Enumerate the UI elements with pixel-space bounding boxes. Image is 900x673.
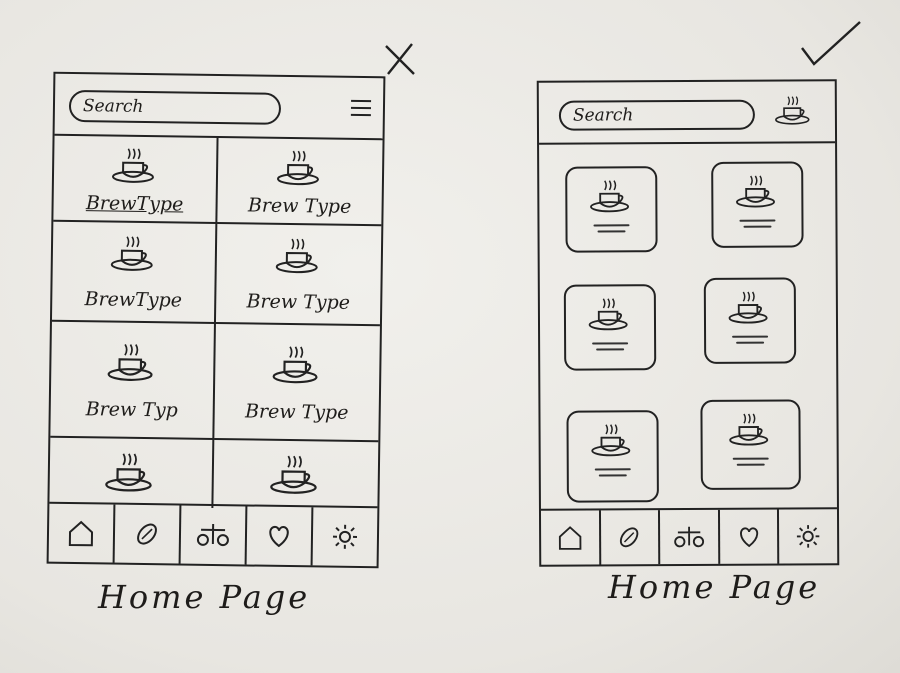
left-header: Search [54,73,384,141]
nav-beans[interactable] [600,510,661,565]
coffee-cup-icon [729,413,769,446]
left-search-input[interactable]: Search [68,89,282,125]
right-caption: Home Page [608,568,821,606]
left-search-placeholder: Search [82,96,144,117]
right-bottom-nav [540,507,838,565]
nav-settings[interactable] [313,507,378,566]
nav-scale[interactable] [660,509,721,565]
brew-tile-7[interactable] [49,437,215,508]
brew-tile-2[interactable]: Brew Type [217,136,383,227]
right-header: Search [538,81,836,145]
hamburger-menu-icon[interactable] [350,99,372,118]
coffee-cup-icon [588,298,628,331]
card-text-line [593,224,630,227]
home-icon [558,526,582,550]
settings-gear-icon [797,525,820,548]
brew-tile-3[interactable]: BrewType [51,221,218,324]
left-tile-grid: BrewType Brew Type BrewType Brew Type Br… [49,133,383,511]
card-text-line [732,457,769,460]
brew-card-2[interactable] [711,161,804,248]
brew-tile-4[interactable]: Brew Type [215,224,382,327]
settings-gear-icon [332,524,357,549]
coffee-cup-icon [272,346,318,384]
coffee-cup-icon [591,424,631,457]
card-text-line [736,463,765,466]
right-search-input[interactable]: Search [558,99,755,131]
nav-favorites[interactable] [719,509,780,564]
brew-card-3[interactable] [563,284,657,371]
brew-tile-1[interactable]: BrewType [53,133,219,225]
brew-card-1[interactable] [565,166,658,253]
coffee-cup-icon [728,291,768,324]
brew-tile-8[interactable] [213,440,378,510]
nav-scale[interactable] [180,505,248,565]
card-text-line [594,468,631,471]
approved-check-mark [798,18,864,74]
right-card-grid [539,141,837,509]
rejected-x-mark [380,40,420,84]
coffee-bean-icon [137,523,157,545]
brew-tile-5[interactable]: Brew Typ [50,321,216,440]
right-search-placeholder: Search [572,105,634,126]
nav-home[interactable] [540,510,601,565]
nav-settings[interactable] [779,509,837,563]
card-text-line [596,348,625,351]
scale-icon [674,526,705,548]
brew-tile-label: Brew Type [247,194,352,218]
left-caption: Home Page [98,578,311,616]
coffee-cup-icon [270,455,317,494]
brew-tile-6[interactable]: Brew Type [214,323,380,443]
brew-tile-label: Brew Type [246,290,351,314]
coffee-cup-icon [736,175,776,208]
card-text-line [592,342,629,345]
left-phone-sketch: Search BrewType Brew Type BrewType Brew … [46,71,386,569]
coffee-cup-icon [276,150,319,186]
heart-icon [739,527,758,548]
brew-tile-label: Brew Typ [85,398,178,422]
coffee-cup-icon [111,148,154,183]
coffee-bean-icon [620,527,639,548]
coffee-cup-icon [105,453,152,492]
brew-tile-label: BrewType [84,288,183,312]
nav-favorites[interactable] [246,506,314,566]
brew-tile-label: Brew Type [244,400,349,424]
card-text-line [739,219,776,222]
card-text-line [598,474,627,477]
brew-card-4[interactable] [703,277,797,364]
left-bottom-nav [48,501,378,567]
coffee-cup-icon [275,238,318,274]
heart-icon [269,525,289,548]
right-phone-sketch: Search [536,79,840,567]
brew-tile-label: BrewType [85,192,184,216]
card-text-line [597,230,626,233]
coffee-cup-icon [110,236,153,271]
coffee-cup-logo-icon [771,91,817,131]
home-icon [68,520,94,547]
nav-beans[interactable] [114,504,182,564]
brew-card-6[interactable] [700,399,801,490]
coffee-cup-icon [107,344,153,381]
coffee-cup-icon [590,180,630,213]
scale-icon [196,523,229,547]
card-text-line [743,225,772,228]
card-text-line [732,335,769,338]
nav-home[interactable] [48,503,116,563]
brew-card-5[interactable] [566,410,659,503]
card-text-line [736,341,765,344]
